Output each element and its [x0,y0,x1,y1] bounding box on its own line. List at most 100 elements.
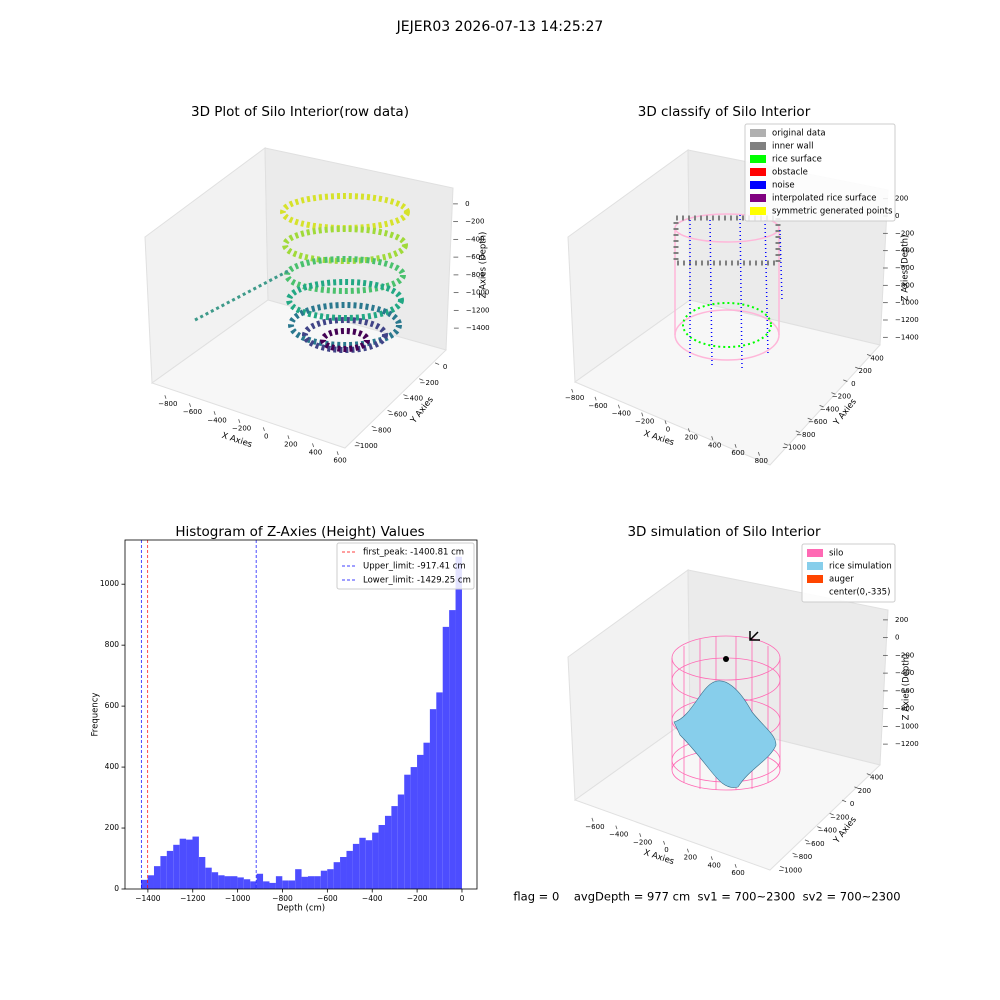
x-tick-label: −800 [272,894,293,903]
z-tick-label: −200 [895,229,914,237]
legend-swatch [750,168,766,176]
tick-mark [419,378,424,381]
z-tick-label: −600 [895,687,914,695]
x-tick-label: −1200 [180,894,206,903]
tick-mark [594,396,597,401]
chart-title: Histogram of Z-Axies (Height) Values [175,524,424,540]
histogram-bar [153,866,161,889]
x-tick-label: 200 [684,854,697,862]
histogram-bar [320,870,328,889]
z-tick-label: −200 [465,218,484,226]
histogram-bar [147,875,154,889]
x-tick-label: 400 [708,861,721,869]
legend-box [336,542,475,590]
z-tick-label: 0 [465,200,469,208]
x-tick-label: 200 [685,433,698,441]
histogram-bar [198,856,206,889]
tick-mark [591,817,594,822]
legend-swatch [807,575,823,583]
histogram-bar [397,794,405,889]
tick-mark [780,866,785,869]
figure-title: JEJER03 2026-07-13 14:25:27 [396,19,604,35]
y-tick-label: 200 [105,823,120,832]
z-tick-label: −800 [895,705,914,713]
legend-label: inner wall [772,142,813,152]
y-tick-label: −400 [820,405,839,413]
tick-mark [355,441,361,445]
y-tick-label: −600 [808,418,827,426]
x-tick-label: −600 [317,894,338,903]
y-tick-label: −800 [796,431,815,439]
z-tick-label: −1200 [895,316,919,324]
histogram-bar [295,869,302,889]
histogram-bar [340,856,347,889]
x-tick-label: −400 [207,416,226,424]
z-tick-label: −1200 [895,740,919,748]
z-tick-label: 0 [895,212,899,220]
legend-label: rice surface [772,155,822,165]
tick-mark [734,864,737,868]
tick-mark [687,428,690,433]
legend-label: Lower_limit: -1429.25 cm [363,576,471,586]
x-tick-label: 600 [731,869,744,877]
z-tick-label: 200 [895,616,908,624]
histogram-bar [436,692,443,889]
tick-mark [639,833,642,838]
tick-mark [434,362,440,365]
z-tick-label: 0 [895,634,899,642]
classified-sketch [673,213,783,369]
z-tick-label: −600 [895,264,914,272]
panel-3d-classify [567,149,889,466]
tick-mark [213,411,216,415]
y-tick-label: 800 [105,640,120,649]
histogram-bar [423,742,430,889]
legend-swatch [807,562,823,570]
chart-title: 3D Plot of Silo Interior(row data) [191,104,409,120]
center-marker [723,656,729,662]
y-tick-label: 0 [850,800,854,808]
tick-mark [711,436,714,441]
z-tick-label: −800 [466,271,485,279]
legend-label: rice simulation [829,562,892,572]
status-footer: flag = 0 avgDepth = 977 cm sv1 = 700~230… [513,890,900,904]
histogram-bar [301,876,308,889]
tick-mark [804,839,810,842]
pane [573,717,882,871]
legend-label: symmetric generated points [772,207,893,217]
histogram-bar [333,862,341,889]
histogram-bar [314,876,321,889]
tick-mark [164,395,167,399]
y-tick-label: 200 [859,367,872,375]
legend-box [744,123,896,222]
tick-mark [336,451,339,456]
z-tick-label: −600 [465,253,484,261]
y-tick-label: −800 [372,426,391,434]
histogram-bar [352,843,360,889]
z-axis-label: Z Axies (Depth) [902,654,912,721]
y-tick-label: 400 [105,762,120,771]
y-tick-label: −400 [818,827,837,835]
tick-mark [831,392,836,395]
legend-box [801,543,896,603]
histogram-bar [250,881,257,889]
x-tick-label: −600 [588,402,607,410]
tick-mark [817,826,822,829]
tick-mark [663,840,666,845]
histogram-bar [275,876,283,889]
tick-mark [238,419,241,424]
y-tick-label: 400 [870,774,883,782]
axis-indicator [749,631,760,641]
tick-mark [866,354,872,357]
legend-swatch [750,155,766,163]
y-tick-label: −1000 [354,442,378,450]
tick-mark [403,394,408,397]
histogram-bar [192,836,199,889]
histogram-bar [141,879,148,889]
legend-swatch [807,549,823,557]
histogram-bar [211,872,219,889]
tick-mark [792,852,797,856]
z-tick-label: −400 [465,235,484,243]
legend-label: Upper_limit: -917.41 cm [363,562,466,572]
y-tick-label: 0 [114,884,119,893]
